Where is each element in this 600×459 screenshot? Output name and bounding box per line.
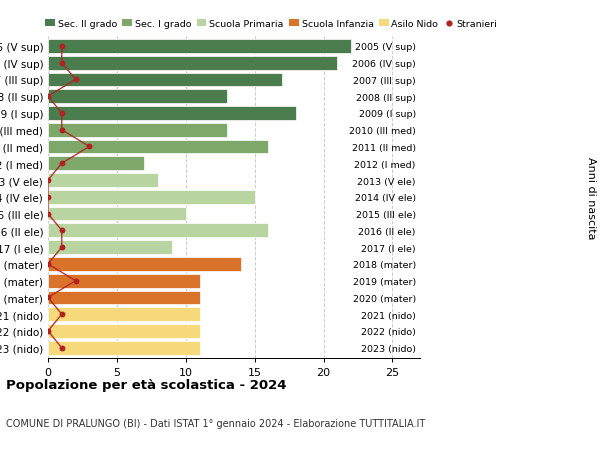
Bar xyxy=(48,174,158,187)
Bar xyxy=(48,107,296,121)
Bar xyxy=(48,241,172,254)
Point xyxy=(57,160,67,168)
Point xyxy=(43,294,53,302)
Text: COMUNE DI PRALUNGO (BI) - Dati ISTAT 1° gennaio 2024 - Elaborazione TUTTITALIA.I: COMUNE DI PRALUNGO (BI) - Dati ISTAT 1° … xyxy=(6,418,425,428)
Point xyxy=(57,43,67,50)
Point xyxy=(43,261,53,268)
Point xyxy=(43,93,53,101)
Point xyxy=(57,227,67,235)
Bar xyxy=(48,73,282,87)
Point xyxy=(57,127,67,134)
Point xyxy=(43,328,53,335)
Bar xyxy=(48,157,145,171)
Bar xyxy=(48,224,268,238)
Bar xyxy=(48,190,254,204)
Point xyxy=(71,277,80,285)
Bar xyxy=(48,123,227,137)
Point xyxy=(57,311,67,318)
Bar xyxy=(48,40,351,54)
Bar xyxy=(48,257,241,271)
Text: Anni di nascita: Anni di nascita xyxy=(586,156,596,239)
Bar xyxy=(48,325,200,338)
Point xyxy=(43,210,53,218)
Bar xyxy=(48,308,200,321)
Point xyxy=(57,110,67,118)
Bar xyxy=(48,207,186,221)
Point xyxy=(85,144,94,151)
Text: Popolazione per età scolastica - 2024: Popolazione per età scolastica - 2024 xyxy=(6,379,287,392)
Point xyxy=(43,194,53,201)
Point xyxy=(71,77,80,84)
Point xyxy=(43,177,53,185)
Bar xyxy=(48,274,200,288)
Point xyxy=(57,244,67,251)
Bar xyxy=(48,140,268,154)
Point xyxy=(57,344,67,352)
Bar xyxy=(48,341,200,355)
Point xyxy=(57,60,67,67)
Bar xyxy=(48,291,200,305)
Bar xyxy=(48,56,337,70)
Bar xyxy=(48,90,227,104)
Legend: Sec. II grado, Sec. I grado, Scuola Primaria, Scuola Infanzia, Asilo Nido, Stran: Sec. II grado, Sec. I grado, Scuola Prim… xyxy=(45,20,497,29)
